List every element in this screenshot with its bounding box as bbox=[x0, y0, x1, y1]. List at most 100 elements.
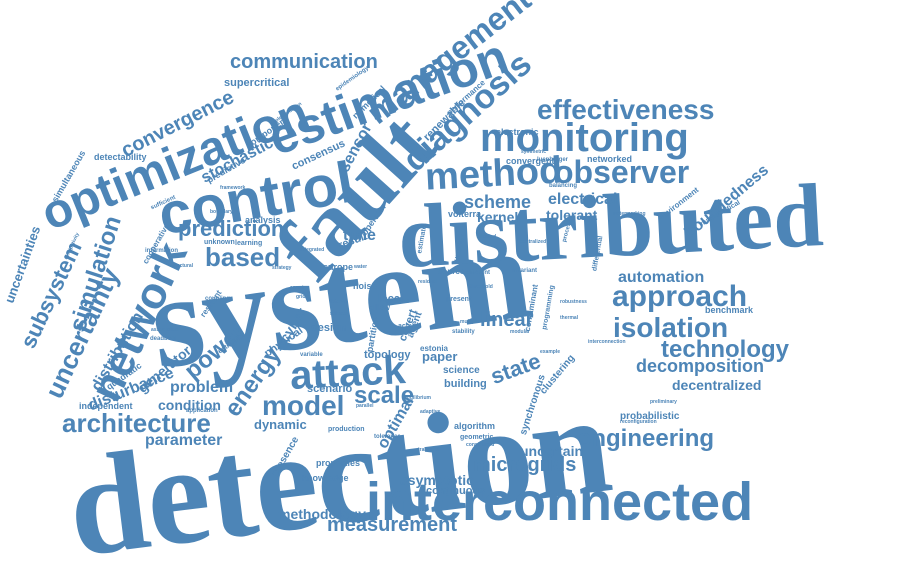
word-detectability: detectability bbox=[94, 152, 147, 162]
word-interconnection: interconnection bbox=[588, 339, 626, 345]
word-threshold: threshold bbox=[470, 284, 493, 290]
word-scale: scale bbox=[354, 382, 415, 409]
word-uncertainties: uncertainties bbox=[1, 223, 44, 306]
word-tolerant: tolerant bbox=[546, 207, 598, 223]
word-paper: paper bbox=[422, 349, 458, 364]
word-geometric: geometric bbox=[460, 434, 494, 441]
word-algorithm: algorithm bbox=[454, 421, 496, 431]
word-source: source bbox=[438, 267, 465, 276]
word-measurement: measurement bbox=[327, 514, 458, 536]
word-robustness: robustness bbox=[560, 299, 587, 305]
word-noise: noise bbox=[353, 281, 377, 291]
word-framework: framework bbox=[220, 185, 246, 191]
word-information: information bbox=[145, 248, 178, 254]
word-reconfiguration: reconfiguration bbox=[620, 419, 657, 425]
word-parallel: parallel bbox=[356, 403, 374, 409]
word-thermal: thermal bbox=[560, 315, 579, 321]
word-programming: programming bbox=[541, 284, 556, 331]
word-coupling: coupling bbox=[205, 296, 230, 302]
word-automation: automation bbox=[618, 269, 705, 286]
word-symmetric: symmetric bbox=[521, 149, 547, 155]
word-centralized: centralized bbox=[520, 239, 547, 245]
word-monitoring: monitoring bbox=[480, 116, 689, 160]
word-engineering: engineering bbox=[578, 425, 715, 452]
word-decomposition: decomposition bbox=[636, 356, 765, 376]
word-luenberger: luenberger bbox=[537, 157, 569, 163]
word-watermarking: watermarking bbox=[613, 211, 646, 217]
word-building: building bbox=[444, 378, 487, 390]
word-estonia: estonia bbox=[420, 344, 449, 353]
word-asymptotic: asymptotic bbox=[400, 472, 474, 488]
word-balancing: balancing bbox=[549, 183, 578, 189]
word-kernel: kernel bbox=[477, 209, 519, 225]
word-adaptive: adaptive bbox=[420, 409, 441, 415]
word-europe: europe bbox=[323, 262, 354, 272]
word-smart: smart bbox=[290, 285, 304, 291]
word-grid: grid bbox=[296, 294, 306, 300]
word-present: present bbox=[446, 296, 472, 303]
word-knowledge: knowledge bbox=[302, 473, 349, 483]
word-integrated: integrated bbox=[300, 247, 325, 253]
word-stability: stability bbox=[452, 329, 475, 335]
word-properties: properties bbox=[316, 458, 361, 468]
word-strategy: strategy bbox=[272, 265, 292, 271]
word-methodology: methodology bbox=[278, 506, 366, 522]
word-preliminary: preliminary bbox=[650, 399, 677, 405]
word-based: based bbox=[205, 242, 281, 272]
word-problem: problem bbox=[170, 379, 234, 396]
word-boundary: boundary bbox=[210, 209, 233, 215]
word-structural: structural bbox=[170, 263, 194, 269]
word-transient: transient bbox=[418, 447, 440, 453]
word-decentralized: decentralized bbox=[672, 377, 762, 393]
word-uncertain: uncertain bbox=[520, 443, 584, 459]
word-different: different bbox=[466, 270, 490, 276]
word-electronic: electronic bbox=[496, 127, 539, 137]
word-condition: condition bbox=[158, 397, 221, 413]
word-limited: limited bbox=[480, 234, 497, 240]
word-volterra: volterra bbox=[448, 209, 482, 219]
word-time: time bbox=[343, 227, 376, 244]
word-prediction: prediction bbox=[178, 216, 285, 241]
word-cloud: detection system distributed fault inter… bbox=[1, 0, 826, 587]
word-microgrids: microgrids bbox=[473, 454, 577, 476]
word-production: production bbox=[328, 426, 365, 433]
word-benchmark: benchmark bbox=[705, 305, 754, 315]
word-multiple: multiple bbox=[460, 319, 480, 325]
word-unknown: unknown bbox=[204, 239, 235, 246]
word-water: water bbox=[354, 264, 368, 270]
word-residual: residual bbox=[418, 279, 438, 285]
word-dynamic: dynamic bbox=[254, 417, 307, 432]
word-proposed: proposed bbox=[386, 299, 409, 305]
word-application: application bbox=[186, 408, 218, 414]
word-design: design bbox=[311, 322, 347, 334]
word-technology: technology bbox=[661, 336, 790, 363]
word-scheme: scheme bbox=[464, 192, 532, 212]
word-local: local bbox=[378, 293, 404, 305]
word-science: science bbox=[443, 365, 480, 376]
word-supercritical: supercritical bbox=[224, 77, 290, 89]
word-electrical: electrical bbox=[548, 191, 618, 208]
word-scenario: scenario bbox=[307, 383, 353, 395]
word-approach: approach bbox=[612, 280, 748, 313]
word-interval: interval bbox=[330, 299, 348, 305]
word-architecture: architecture bbox=[62, 408, 211, 438]
word-variable: variable bbox=[300, 352, 323, 358]
word-networked: networked bbox=[587, 154, 633, 164]
word-example: example bbox=[540, 349, 561, 355]
word-effectiveness: effectiveness bbox=[537, 94, 715, 125]
word-invariant: invariant bbox=[512, 268, 538, 274]
word-modular: modular bbox=[510, 329, 530, 335]
word-equilibrium: equilibrium bbox=[404, 395, 431, 401]
word-tolerance: tolerance bbox=[374, 434, 401, 440]
word-isolation: isolation bbox=[613, 312, 729, 343]
word-analysis: analysis bbox=[245, 215, 281, 225]
word-constrained: constrained bbox=[466, 442, 495, 448]
word-allow: allow bbox=[370, 303, 391, 312]
word-convergent: convergent bbox=[506, 156, 555, 166]
word-association: association bbox=[151, 327, 179, 333]
word-communication: communication bbox=[230, 51, 378, 73]
word-active: active bbox=[398, 323, 418, 330]
word-parameter: parameter bbox=[145, 432, 223, 449]
word-learning: learning bbox=[235, 240, 263, 247]
word-observer: observer bbox=[554, 154, 690, 190]
